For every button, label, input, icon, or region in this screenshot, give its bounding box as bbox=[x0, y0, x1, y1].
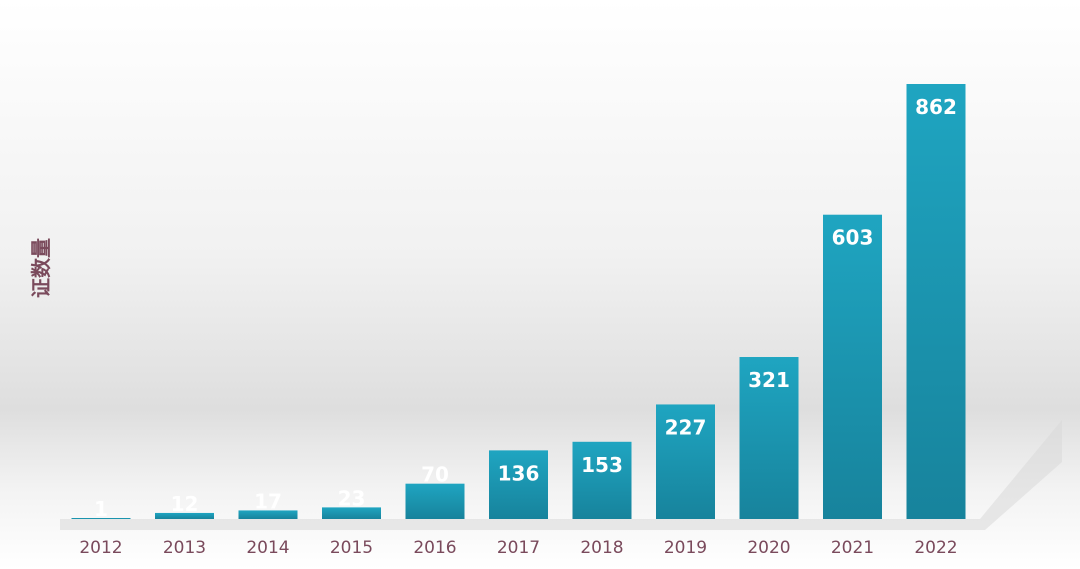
x-tick-2020: 2020 bbox=[747, 538, 790, 558]
data-label-2015: 23 bbox=[338, 486, 366, 510]
data-labels-group: 1 12 17 23 70 136 153 227 321 603 862 bbox=[94, 95, 957, 521]
x-tick-2017: 2017 bbox=[497, 538, 540, 558]
bars-group bbox=[71, 84, 966, 520]
data-label-2018: 153 bbox=[581, 453, 623, 477]
data-label-2019: 227 bbox=[665, 415, 707, 439]
bar-2015 bbox=[322, 507, 381, 519]
data-label-2014: 17 bbox=[254, 489, 282, 513]
data-label-2013: 12 bbox=[171, 492, 199, 516]
bar-2012 bbox=[71, 518, 131, 519]
data-label-2020: 321 bbox=[748, 368, 790, 392]
data-label-2012: 1 bbox=[94, 497, 108, 521]
bar-2014 bbox=[238, 510, 298, 519]
x-tick-2012: 2012 bbox=[79, 538, 122, 558]
data-label-2016: 70 bbox=[421, 463, 449, 487]
x-tick-2018: 2018 bbox=[580, 538, 623, 558]
x-tick-2021: 2021 bbox=[831, 538, 874, 558]
x-tick-2022: 2022 bbox=[914, 538, 957, 558]
bar-2019 bbox=[656, 404, 715, 519]
data-label-2021: 603 bbox=[832, 226, 874, 250]
x-tick-2016: 2016 bbox=[413, 538, 456, 558]
x-tick-2013: 2013 bbox=[163, 538, 206, 558]
bar-2021 bbox=[823, 214, 882, 520]
y-axis-title: 证数量 bbox=[29, 238, 53, 298]
bar-2016 bbox=[405, 483, 465, 519]
bar-2018 bbox=[572, 441, 632, 519]
data-label-2017: 136 bbox=[498, 461, 540, 485]
bar-2022 bbox=[906, 84, 966, 519]
data-label-2022: 862 bbox=[915, 95, 957, 119]
x-tick-labels-group: 2012 2013 2014 2015 2016 2017 2018 2019 2020 2021… bbox=[79, 538, 957, 558]
x-tick-2019: 2019 bbox=[664, 538, 707, 558]
x-tick-2014: 2014 bbox=[246, 538, 289, 558]
bar-2013 bbox=[155, 512, 214, 519]
bar-2020 bbox=[739, 357, 799, 519]
x-tick-2015: 2015 bbox=[330, 538, 373, 558]
bar-2017 bbox=[489, 450, 548, 519]
